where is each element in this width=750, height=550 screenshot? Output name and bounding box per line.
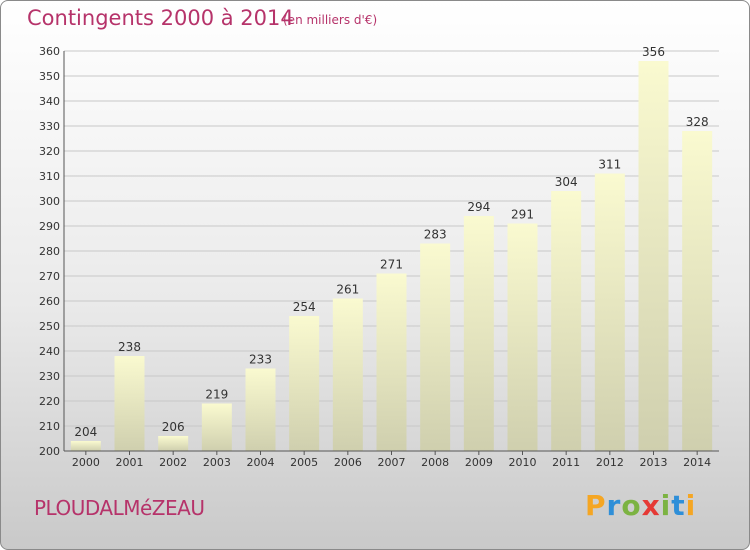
y-tick-label: 250 (39, 320, 60, 333)
y-tick-label: 340 (39, 95, 60, 108)
value-label: 328 (686, 115, 709, 129)
y-tick-label: 210 (39, 420, 60, 433)
value-label: 219 (205, 388, 228, 402)
x-tick-label: 2014 (683, 456, 711, 469)
y-tick-label: 230 (39, 370, 60, 383)
x-tick-label: 2006 (334, 456, 362, 469)
logo-letter: r (606, 489, 622, 522)
logo-letter: i (660, 489, 672, 522)
x-tick-label: 2000 (72, 456, 100, 469)
bar-2000 (70, 441, 101, 451)
x-tick-label: 2010 (509, 456, 537, 469)
bar-2004 (245, 368, 276, 451)
value-label: 204 (74, 425, 97, 439)
bar-2003 (201, 403, 232, 451)
value-label: 294 (467, 200, 490, 214)
y-tick-label: 200 (39, 445, 60, 458)
x-tick-label: 2012 (596, 456, 624, 469)
bar-chart: 204 238 206 219 233 254 261 271 283 294 291 304 311 3… (39, 45, 719, 469)
y-tick-label: 330 (39, 120, 60, 133)
y-tick-label: 320 (39, 145, 60, 158)
bar-2002 (158, 436, 189, 451)
value-label: 254 (293, 300, 316, 314)
bar-2012 (594, 173, 625, 451)
x-tick-label: 2005 (290, 456, 318, 469)
y-tick-label: 300 (39, 195, 60, 208)
x-tick-label: 2002 (159, 456, 187, 469)
y-tick-label: 260 (39, 295, 60, 308)
bar-2010 (507, 223, 538, 451)
value-label: 233 (249, 353, 272, 367)
value-label: 261 (336, 283, 359, 297)
logo-letter: i (685, 489, 697, 522)
bar-2006 (332, 298, 363, 451)
bar-2007 (376, 273, 407, 451)
commune-name: PLOUDALMéZEAU (34, 496, 205, 520)
value-label: 311 (598, 158, 621, 172)
value-label: 291 (511, 208, 534, 222)
x-tick-label: 2013 (640, 456, 668, 469)
x-tick-label: 2003 (203, 456, 231, 469)
x-tick-label: 2008 (421, 456, 449, 469)
bar-2013 (638, 61, 669, 451)
y-tick-label: 240 (39, 345, 60, 358)
logo-letter: o (621, 489, 642, 522)
value-label: 238 (118, 340, 141, 354)
y-tick-label: 290 (39, 220, 60, 233)
bar-2014 (682, 131, 713, 451)
chart-subtitle: (en milliers d'€) (283, 13, 378, 27)
value-label: 356 (642, 45, 665, 59)
x-tick-label: 2007 (378, 456, 406, 469)
value-label: 283 (424, 228, 447, 242)
value-label: 271 (380, 258, 403, 272)
y-tick-label: 310 (39, 170, 60, 183)
y-tick-label: 350 (39, 70, 60, 83)
logo-letter: x (641, 489, 661, 522)
proxiti-logo: Proxiti (585, 489, 696, 522)
value-label: 304 (555, 175, 578, 189)
y-tick-label: 220 (39, 395, 60, 408)
chart-title: Contingents 2000 à 2014 (27, 6, 294, 30)
bar-2005 (289, 316, 320, 451)
value-label: 206 (162, 420, 185, 434)
x-tick-label: 2011 (552, 456, 580, 469)
bar-2009 (463, 216, 494, 451)
y-tick-label: 280 (39, 245, 60, 258)
x-tick-label: 2001 (116, 456, 144, 469)
x-tick-label: 2009 (465, 456, 493, 469)
logo-letter: P (585, 489, 607, 522)
x-tick-label: 2004 (247, 456, 275, 469)
y-tick-label: 360 (39, 45, 60, 58)
bar-2008 (420, 243, 451, 451)
y-tick-label: 270 (39, 270, 60, 283)
logo-letter: t (671, 489, 686, 522)
bar-2011 (551, 191, 582, 451)
bar-2001 (114, 356, 145, 451)
